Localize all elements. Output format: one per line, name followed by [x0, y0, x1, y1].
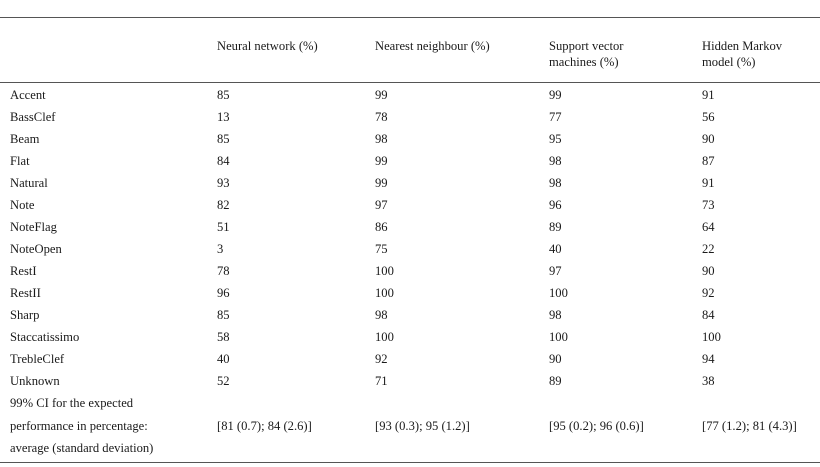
cell-value: 51: [217, 220, 230, 234]
ci-label-line1: 99% CI for the expected: [10, 396, 134, 410]
cell-value: 85: [217, 308, 230, 322]
cell-value: 100: [375, 286, 394, 300]
ci-label-line2: performance in percentage:: [10, 419, 148, 433]
cell-value: 100: [549, 330, 568, 344]
cell-value: 56: [702, 110, 715, 124]
cell-value: 73: [702, 198, 715, 212]
cell-value: 84: [217, 154, 230, 168]
cell-value: 98: [549, 154, 562, 168]
cell-value: 100: [702, 330, 721, 344]
row-label: NoteOpen: [10, 242, 62, 256]
cell-value: 85: [217, 88, 230, 102]
cell-value: 13: [217, 110, 230, 124]
header-svm-line2: machines (%): [549, 55, 619, 69]
cell-value: 77: [549, 110, 562, 124]
ci-value: [93 (0.3); 95 (1.2)]: [375, 419, 470, 433]
cell-value: 96: [549, 198, 562, 212]
cell-value: 95: [549, 132, 562, 146]
ci-value: [95 (0.2); 96 (0.6)]: [549, 419, 644, 433]
cell-value: 52: [217, 374, 230, 388]
cell-value: 98: [549, 308, 562, 322]
cell-value: 84: [702, 308, 715, 322]
header-nearest-neighbour: Nearest neighbour (%): [375, 39, 490, 53]
row-label: Staccatissimo: [10, 330, 80, 344]
cell-value: 91: [702, 88, 715, 102]
row-label: Note: [10, 198, 35, 212]
row-label: RestII: [10, 286, 41, 300]
cell-value: 86: [375, 220, 388, 234]
cell-value: 100: [375, 330, 394, 344]
cell-value: 75: [375, 242, 388, 256]
cell-value: 22: [702, 242, 715, 256]
row-label: Accent: [10, 88, 46, 102]
row-label: NoteFlag: [10, 220, 57, 234]
cell-value: 100: [549, 286, 568, 300]
cell-value: 38: [702, 374, 715, 388]
cell-value: 40: [549, 242, 562, 256]
header-neural-network: Neural network (%): [217, 39, 318, 53]
row-label: Unknown: [10, 374, 60, 388]
cell-value: 92: [375, 352, 388, 366]
cell-value: 89: [549, 374, 562, 388]
cell-value: 89: [549, 220, 562, 234]
cell-value: 93: [217, 176, 230, 190]
cell-value: 78: [375, 110, 388, 124]
header-rule: [0, 82, 820, 83]
cell-value: 3: [217, 242, 224, 256]
cell-value: 58: [217, 330, 230, 344]
cell-value: 40: [217, 352, 230, 366]
cell-value: 71: [375, 374, 388, 388]
cell-value: 78: [217, 264, 230, 278]
cell-value: 90: [702, 132, 715, 146]
cell-value: 99: [375, 88, 388, 102]
row-label: RestI: [10, 264, 37, 278]
cell-value: 90: [549, 352, 562, 366]
cell-value: 99: [549, 88, 562, 102]
cell-value: 85: [217, 132, 230, 146]
top-rule: [0, 17, 820, 18]
cell-value: 99: [375, 154, 388, 168]
cell-value: 91: [702, 176, 715, 190]
cell-value: 99: [375, 176, 388, 190]
header-svm-line1: Support vector: [549, 39, 624, 53]
ci-value: [81 (0.7); 84 (2.6)]: [217, 419, 312, 433]
cell-value: 92: [702, 286, 715, 300]
cell-value: 98: [549, 176, 562, 190]
row-label: BassClef: [10, 110, 56, 124]
row-label: Beam: [10, 132, 40, 146]
cell-value: 64: [702, 220, 715, 234]
cell-value: 90: [702, 264, 715, 278]
cell-value: 82: [217, 198, 230, 212]
row-label: Flat: [10, 154, 30, 168]
header-hmm-line2: model (%): [702, 55, 756, 69]
row-label: TrebleClef: [10, 352, 65, 366]
header-hmm-line1: Hidden Markov: [702, 39, 783, 53]
cell-value: 97: [549, 264, 562, 278]
ci-label-line3: average (standard deviation): [10, 441, 154, 455]
cell-value: 94: [702, 352, 715, 366]
cell-value: 97: [375, 198, 388, 212]
cell-value: 87: [702, 154, 715, 168]
row-label: Sharp: [10, 308, 40, 322]
bottom-rule: [0, 462, 820, 463]
row-label: Natural: [10, 176, 48, 190]
cell-value: 98: [375, 308, 388, 322]
cell-value: 96: [217, 286, 230, 300]
cell-value: 98: [375, 132, 388, 146]
ci-value: [77 (1.2); 81 (4.3)]: [702, 419, 797, 433]
cell-value: 100: [375, 264, 394, 278]
